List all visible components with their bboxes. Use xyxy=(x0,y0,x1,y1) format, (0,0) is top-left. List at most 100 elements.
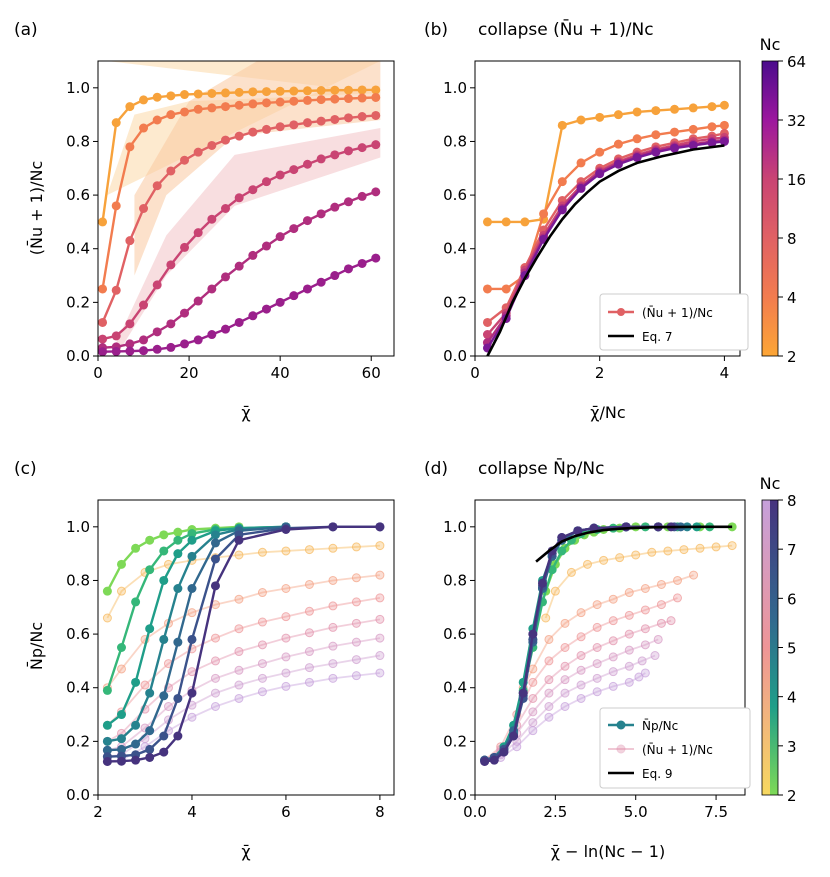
panel-c-y-tick-label: 0.8 xyxy=(66,571,90,589)
panel-d-data-point xyxy=(560,675,570,685)
panel-b-data-point xyxy=(557,120,567,130)
panel-c-series-line xyxy=(107,654,381,758)
panel-c-data-point xyxy=(116,643,126,652)
panel-a-data-point xyxy=(207,103,217,113)
panel-a-data-point xyxy=(357,191,367,201)
panel-d-legend: N̄p/Nc (N̄u + 1)/Nc Eq. 9 xyxy=(599,707,751,789)
panel-b-data-point xyxy=(501,217,511,227)
panel-c-y-tick-label: 1.0 xyxy=(66,518,90,536)
panel-d-data-point xyxy=(673,575,682,585)
panel-b-series-line xyxy=(487,104,725,224)
panel-d-data-point xyxy=(608,636,618,646)
panel-a-data-point xyxy=(111,118,121,128)
panel-b-data-point xyxy=(557,177,567,187)
panel-a-data-point xyxy=(98,334,108,344)
panel-a-y-tick-label: 0.4 xyxy=(66,240,90,258)
panel-c-data-point xyxy=(304,579,314,589)
panel-c-data-point xyxy=(257,687,267,697)
panel-a-data-point xyxy=(180,90,190,100)
panel-a-data-point xyxy=(221,135,231,145)
panel-b-data-point xyxy=(539,209,549,219)
panel-a-data-point xyxy=(193,228,203,238)
panel-b-chart: 0 2 4 0.0 0.2 0.4 0.6 0.8 1.0 xyxy=(443,60,741,382)
panel-d-data-point xyxy=(608,667,618,677)
panel-d-data-point xyxy=(640,584,650,593)
panel-a-data-point xyxy=(371,85,381,95)
panel-a-data-point xyxy=(357,85,367,95)
panel-d-data-point xyxy=(592,687,602,697)
panel-a-axes-frame xyxy=(97,60,395,357)
panel-a-data-point xyxy=(166,319,176,329)
panel-d-reference-line xyxy=(535,525,733,563)
panel-d-data-point xyxy=(528,693,538,703)
panel-c-data-point xyxy=(187,688,197,698)
panel-b-y-tick-label: 0.0 xyxy=(443,347,467,365)
panel-d-data-point xyxy=(528,664,538,674)
panel-d-data-point xyxy=(560,643,570,652)
panel-a-data-point xyxy=(207,214,217,224)
panel-c-data-point xyxy=(304,677,314,687)
panel-b-data-point xyxy=(595,169,605,179)
panel-c-data-point xyxy=(210,538,220,548)
panel-a-data-point xyxy=(248,127,258,137)
panel-a-data-point xyxy=(330,150,340,160)
panel-d-y-tick-label: 0.6 xyxy=(443,625,467,643)
panel-d-xlabel: χ̄ − ln(Nc − 1) xyxy=(551,842,665,861)
colorbar-tick-label: 7 xyxy=(787,541,797,559)
panel-d-data-point xyxy=(576,608,586,618)
panel-a-data-point xyxy=(330,85,340,95)
panel-b-x-tick-label: 2 xyxy=(595,364,605,382)
panel-a-data-point xyxy=(193,296,203,306)
panel-a-data-point xyxy=(207,284,217,294)
panel-d-data-point xyxy=(695,543,705,553)
panel-d-colorbar-label: Nc xyxy=(760,474,781,493)
panel-a-y-tick-label: 0.2 xyxy=(66,293,90,311)
panel-d-data-point xyxy=(544,712,554,722)
panel-c-data-point xyxy=(210,554,220,564)
panel-a-data-point xyxy=(330,114,340,124)
panel-d-data-point xyxy=(576,693,586,703)
panel-b-data-point xyxy=(707,138,717,148)
panel-a-x-tick-label: 20 xyxy=(180,364,199,382)
panel-d-y-tick-label: 0.0 xyxy=(443,786,467,804)
panel-c-series-line xyxy=(106,525,286,727)
colorbar-tick-label: 8 xyxy=(787,230,797,248)
panel-c-data-point xyxy=(210,530,220,540)
panel-a-data-point xyxy=(275,86,285,96)
panel-c-data-point xyxy=(351,637,361,647)
panel-a-data-point xyxy=(111,201,121,211)
panel-a-data-point xyxy=(221,324,231,334)
panel-c-data-point xyxy=(145,752,155,762)
panel-a-series xyxy=(98,140,381,344)
panel-c-series xyxy=(102,570,385,693)
panel-c-data-point xyxy=(210,702,220,711)
panel-d-title: collapse N̄p/Nc xyxy=(478,457,604,479)
panel-a-data-point xyxy=(316,154,326,164)
panel-d-data-point xyxy=(727,541,737,551)
panel-d-data-point xyxy=(592,622,602,632)
panel-a-data-point xyxy=(166,260,176,270)
panel-c-data-point xyxy=(304,628,314,638)
panel-c-data-point xyxy=(257,588,267,598)
panel-a-data-point xyxy=(125,346,135,356)
panel-b-data-point xyxy=(482,317,492,327)
panel-d-data-point xyxy=(557,546,567,556)
panel-a-data-point xyxy=(248,99,258,109)
panel-c-x-tick-label: 2 xyxy=(93,803,103,821)
panel-c-data-point xyxy=(187,608,197,618)
panel-a-data-point xyxy=(302,216,312,226)
panel-a-data-point xyxy=(357,93,367,103)
panel-c-data-point xyxy=(281,612,291,622)
panel-a-data-point xyxy=(152,327,162,337)
panel-a-data-point xyxy=(166,166,176,176)
panel-d-data-point xyxy=(544,656,554,666)
panel-d-data-point xyxy=(624,610,634,620)
panel-c-ylabel: N̄p/Nc xyxy=(27,622,46,670)
panel-b-data-point xyxy=(576,158,586,168)
panel-b-data-point xyxy=(501,284,511,294)
panel-c-data-point xyxy=(375,593,385,603)
panel-c-data-point xyxy=(281,546,291,556)
panel-a-data-point xyxy=(275,97,285,107)
panel-a-data-point xyxy=(180,339,190,349)
panel-d-data-point xyxy=(544,702,554,711)
